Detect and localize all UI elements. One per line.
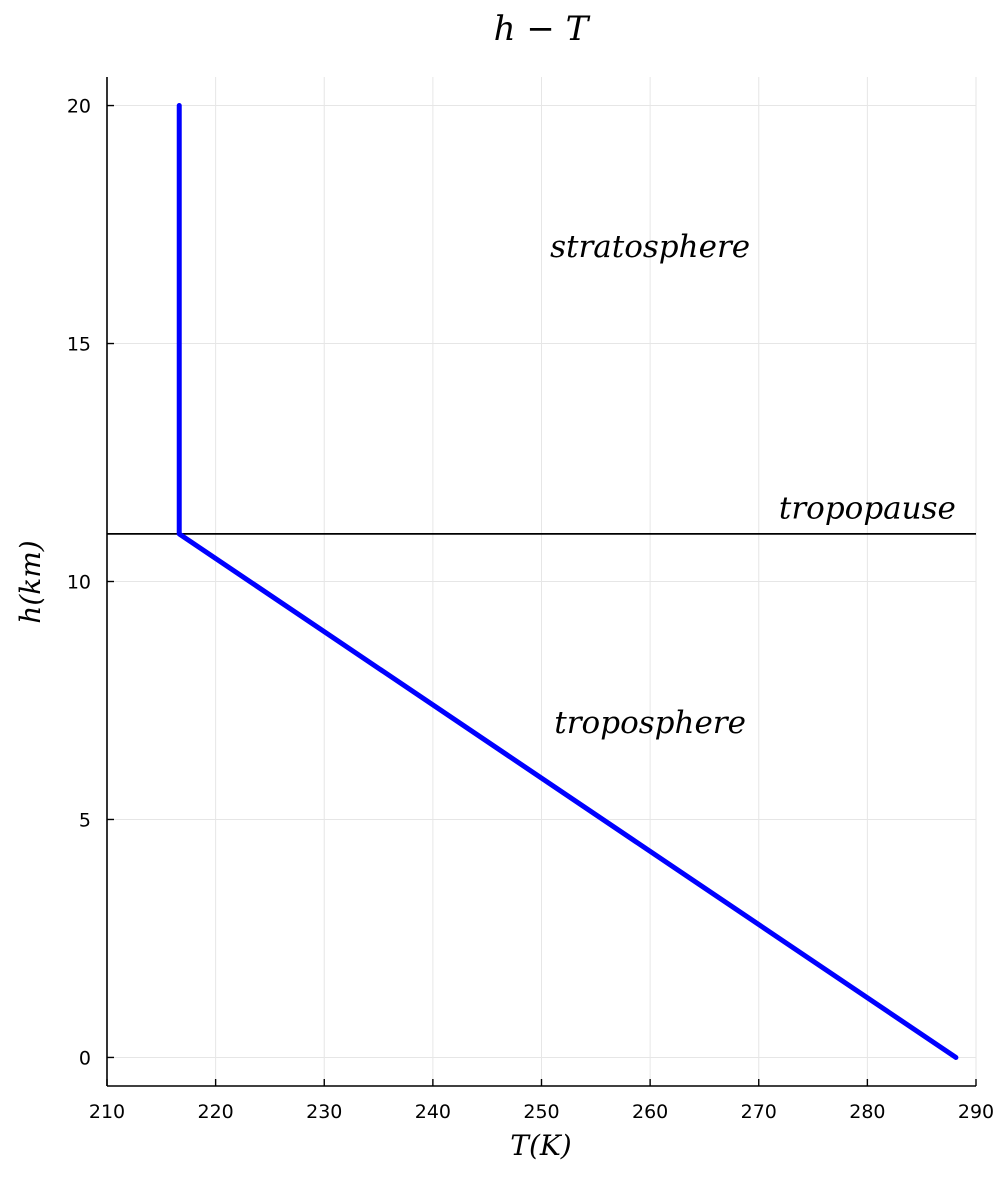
x-tick-label: 240 — [415, 1101, 451, 1123]
annotation-label: tropopause — [779, 491, 956, 527]
y-tick-label: 20 — [67, 96, 91, 118]
y-axis-title: h(km) — [14, 540, 47, 623]
x-tick-label: 230 — [306, 1101, 342, 1123]
x-tick-label: 280 — [849, 1101, 885, 1123]
annotation-label: stratosphere — [550, 229, 750, 265]
annotation-label: troposphere — [554, 705, 746, 741]
chart-title: h − T — [494, 9, 591, 49]
x-tick-label: 250 — [523, 1101, 559, 1123]
y-tick-label: 15 — [67, 334, 91, 356]
x-tick-label: 260 — [632, 1101, 668, 1123]
x-tick-label: 220 — [197, 1101, 233, 1123]
x-tick-label: 290 — [958, 1101, 994, 1123]
x-tick-label: 210 — [89, 1101, 125, 1123]
y-tick-label: 5 — [79, 809, 91, 831]
x-axis-title: T(K) — [510, 1129, 571, 1162]
y-tick-label: 10 — [67, 572, 91, 594]
grid-layer — [106, 77, 977, 1086]
annotation-layer: stratosphere tropopause troposphere — [550, 229, 956, 741]
y-tick-label: 0 — [79, 1047, 91, 1069]
tick-layer: 210 220 230 240 250 260 270 280 290 0 5 10 15 20 — [67, 96, 994, 1123]
x-tick-label: 270 — [741, 1101, 777, 1123]
temperature-profile-line — [176, 103, 959, 1060]
